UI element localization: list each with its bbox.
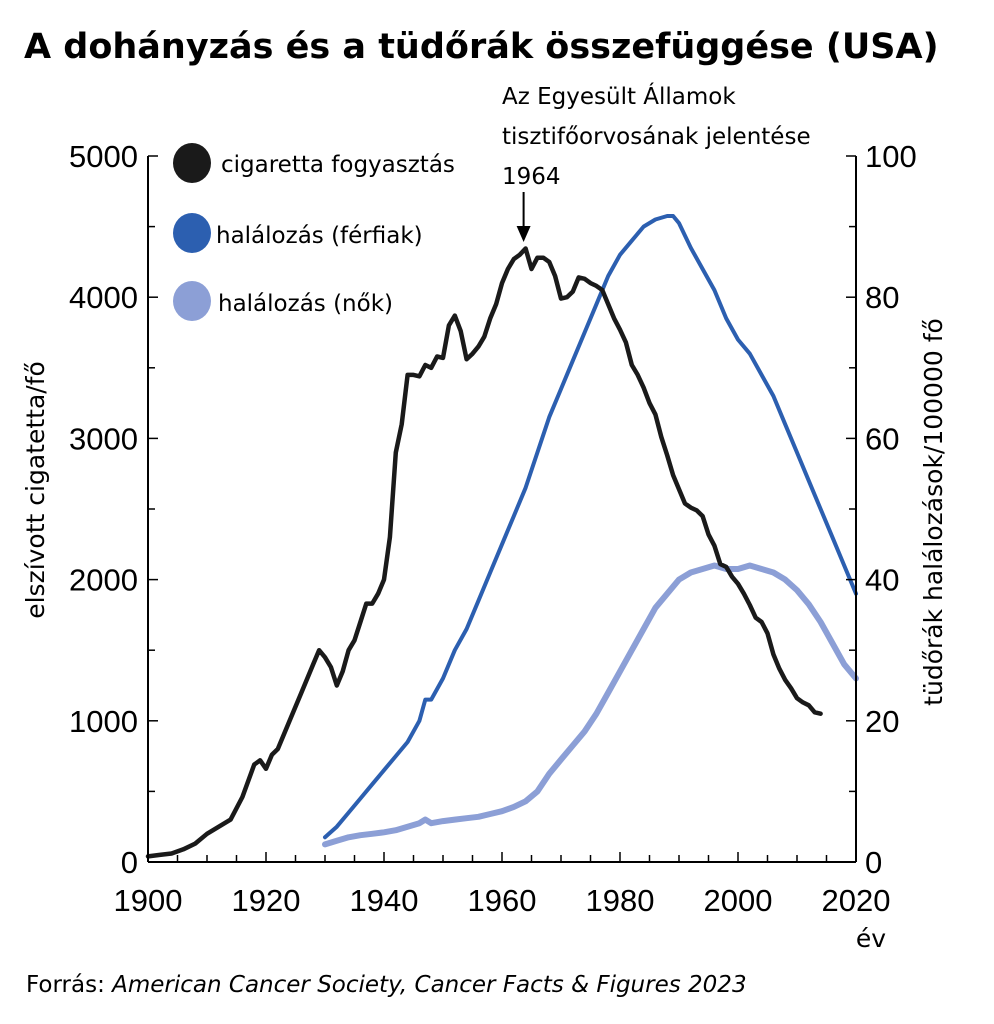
annotation-line-3: 1964: [502, 164, 561, 190]
y-right-tick-label: 80: [865, 280, 899, 315]
x-tick-label: 1900: [114, 883, 183, 918]
plot-lines: [145, 214, 859, 859]
x-tick-label: 1980: [586, 883, 655, 918]
x-tick-label: 1920: [232, 883, 301, 918]
legend-item-cigarette: cigaretta fogyasztás: [173, 143, 455, 183]
y-left-tick-label: 2000: [69, 563, 138, 598]
legend: cigaretta fogyasztás halálozás (férfiak)…: [173, 143, 455, 321]
source-prefix: Forrás:: [26, 972, 112, 998]
annotation-line-1: Az Egyesült Államok: [502, 82, 736, 110]
x-axis-label: év: [856, 924, 886, 953]
x-tick-label: 2000: [704, 883, 773, 918]
source-note: Forrás: American Cancer Society, Cancer …: [26, 972, 747, 998]
y-left-tick-label: 3000: [69, 421, 138, 456]
legend-item-men: halálozás (férfiak): [173, 213, 423, 253]
legend-marker-men: [173, 213, 211, 253]
legend-marker-cigarette: [173, 143, 211, 183]
annotation-arrow-head: [516, 226, 531, 242]
lung-cancer-deaths-women-line: [322, 562, 859, 848]
annotation: Az Egyesült Államok tisztifőorvosának je…: [502, 82, 811, 242]
y-left-tick-label: 4000: [69, 280, 138, 315]
y-axis-label-right: tüdőrák halálozások/100000 fő: [919, 318, 948, 706]
y-left-tick-label: 1000: [69, 704, 138, 739]
legend-label-women: halálozás (nők): [218, 291, 393, 317]
axis-ticks: 1900 1920 1940 1960 1980 2000 2020010002000300…: [69, 139, 917, 918]
legend-label-cigarette: cigaretta fogyasztás: [221, 152, 455, 178]
x-tick-label: 2020: [822, 883, 891, 918]
x-tick-label: 1940: [350, 883, 419, 918]
y-right-tick-label: 20: [865, 704, 899, 739]
y-right-tick-label: 0: [865, 845, 882, 880]
legend-label-men: halálozás (férfiak): [216, 223, 423, 249]
x-tick-label: 1960: [468, 883, 537, 918]
y-left-tick-label: 0: [121, 845, 138, 880]
cigarette-consumption-line: [145, 246, 823, 859]
annotation-line-2: tisztifőorvosának jelentése: [502, 124, 811, 150]
lung-cancer-deaths-men-line: [323, 214, 858, 840]
legend-marker-women: [173, 281, 211, 321]
y-right-tick-label: 100: [865, 139, 917, 174]
y-axis-label-left: elszívott cigatetta/fő: [21, 361, 50, 619]
legend-item-women: halálozás (nők): [173, 281, 393, 321]
y-right-tick-label: 40: [865, 563, 899, 598]
y-right-tick-label: 60: [865, 421, 899, 456]
source-text: American Cancer Society, Cancer Facts & …: [110, 972, 746, 998]
y-left-tick-label: 5000: [69, 139, 138, 174]
chart-title: A dohányzás és a tüdőrák összefüggése (U…: [24, 27, 939, 67]
